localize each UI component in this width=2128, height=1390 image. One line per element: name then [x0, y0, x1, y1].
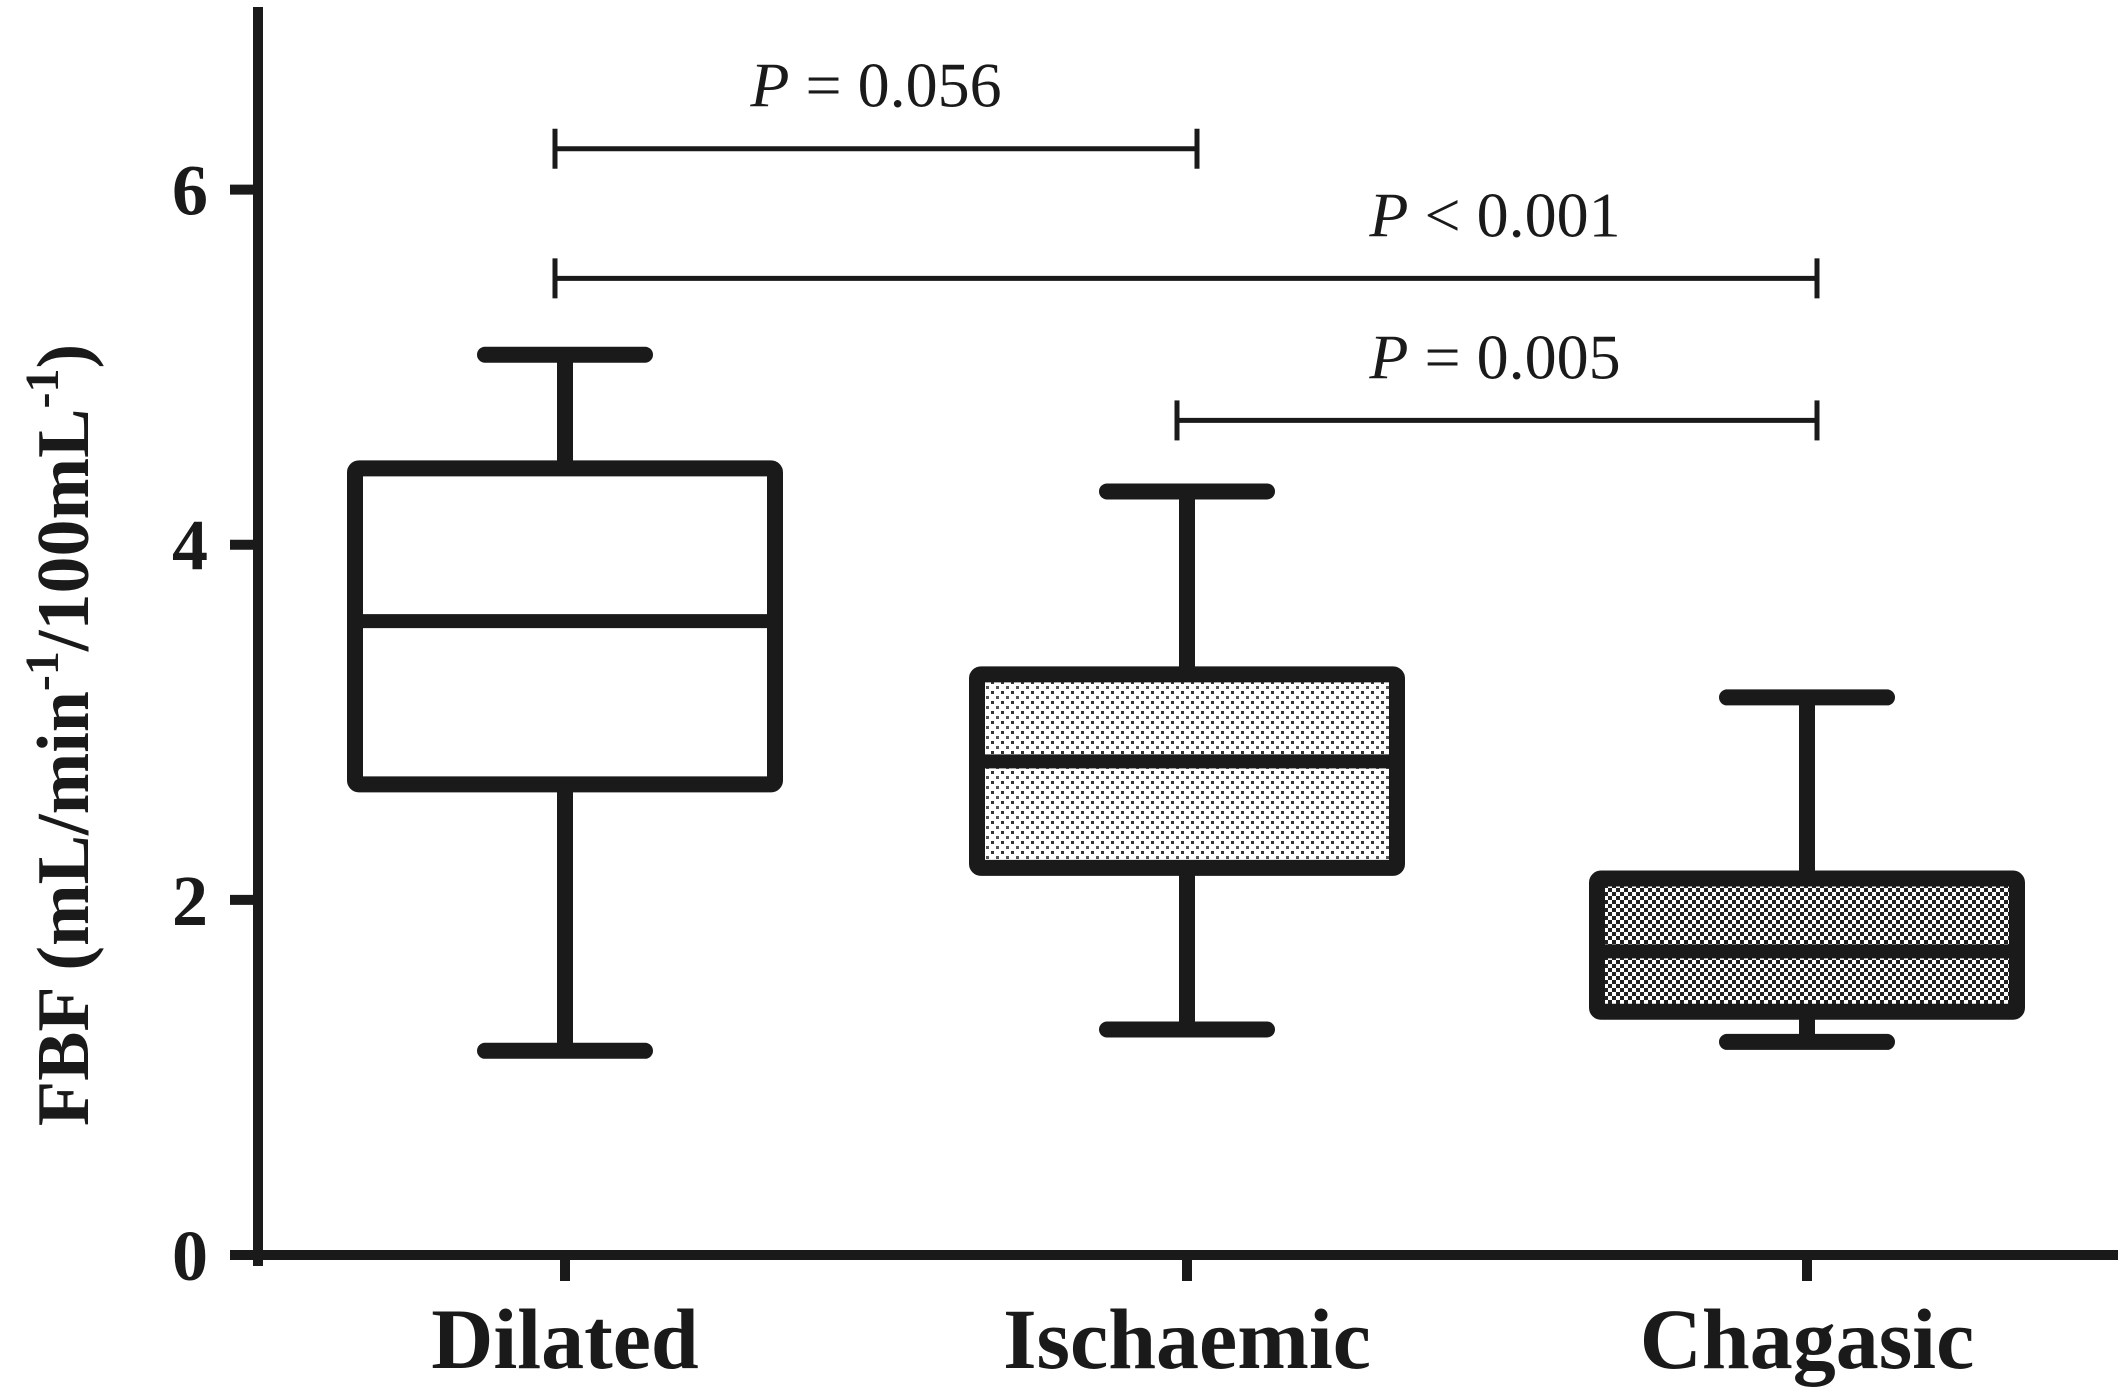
y-tick-label-6: 6: [172, 151, 208, 231]
annotation-1: P < 0.001: [552, 179, 1820, 299]
y-tick-label-2: 2: [172, 861, 208, 941]
y-tick-label-4: 4: [172, 506, 208, 586]
annotation-0: P = 0.056: [552, 50, 1200, 169]
box-dilated: [347, 346, 783, 1059]
y-tick-label-0: 0: [172, 1216, 208, 1296]
annotation-label-2: P = 0.005: [1368, 321, 1620, 392]
iqr-box-ischaemic: [969, 666, 1405, 876]
y-axis-title: FBF (mL/min-1/100mL-1): [16, 344, 105, 1126]
x-tick-label-chagasic: Chagasic: [1640, 1291, 1974, 1387]
annotation-label-1: P < 0.001: [1368, 179, 1620, 250]
annotation-2: P = 0.005: [1174, 321, 1820, 441]
box-ischaemic: [969, 483, 1405, 1038]
x-tick-label-ischaemic: Ischaemic: [1003, 1291, 1371, 1387]
x-tick-label-dilated: Dilated: [431, 1291, 699, 1387]
annotation-label-0: P = 0.056: [749, 50, 1001, 121]
box-chagasic: [1589, 689, 2025, 1050]
box-series: [347, 346, 2025, 1059]
significance-annotations: P = 0.056 P < 0.001 P = 0.005: [552, 50, 1820, 441]
x-axis: Dilated Ischaemic Chagasic: [253, 1250, 2118, 1387]
y-axis: 0 2 4 6: [172, 7, 263, 1296]
